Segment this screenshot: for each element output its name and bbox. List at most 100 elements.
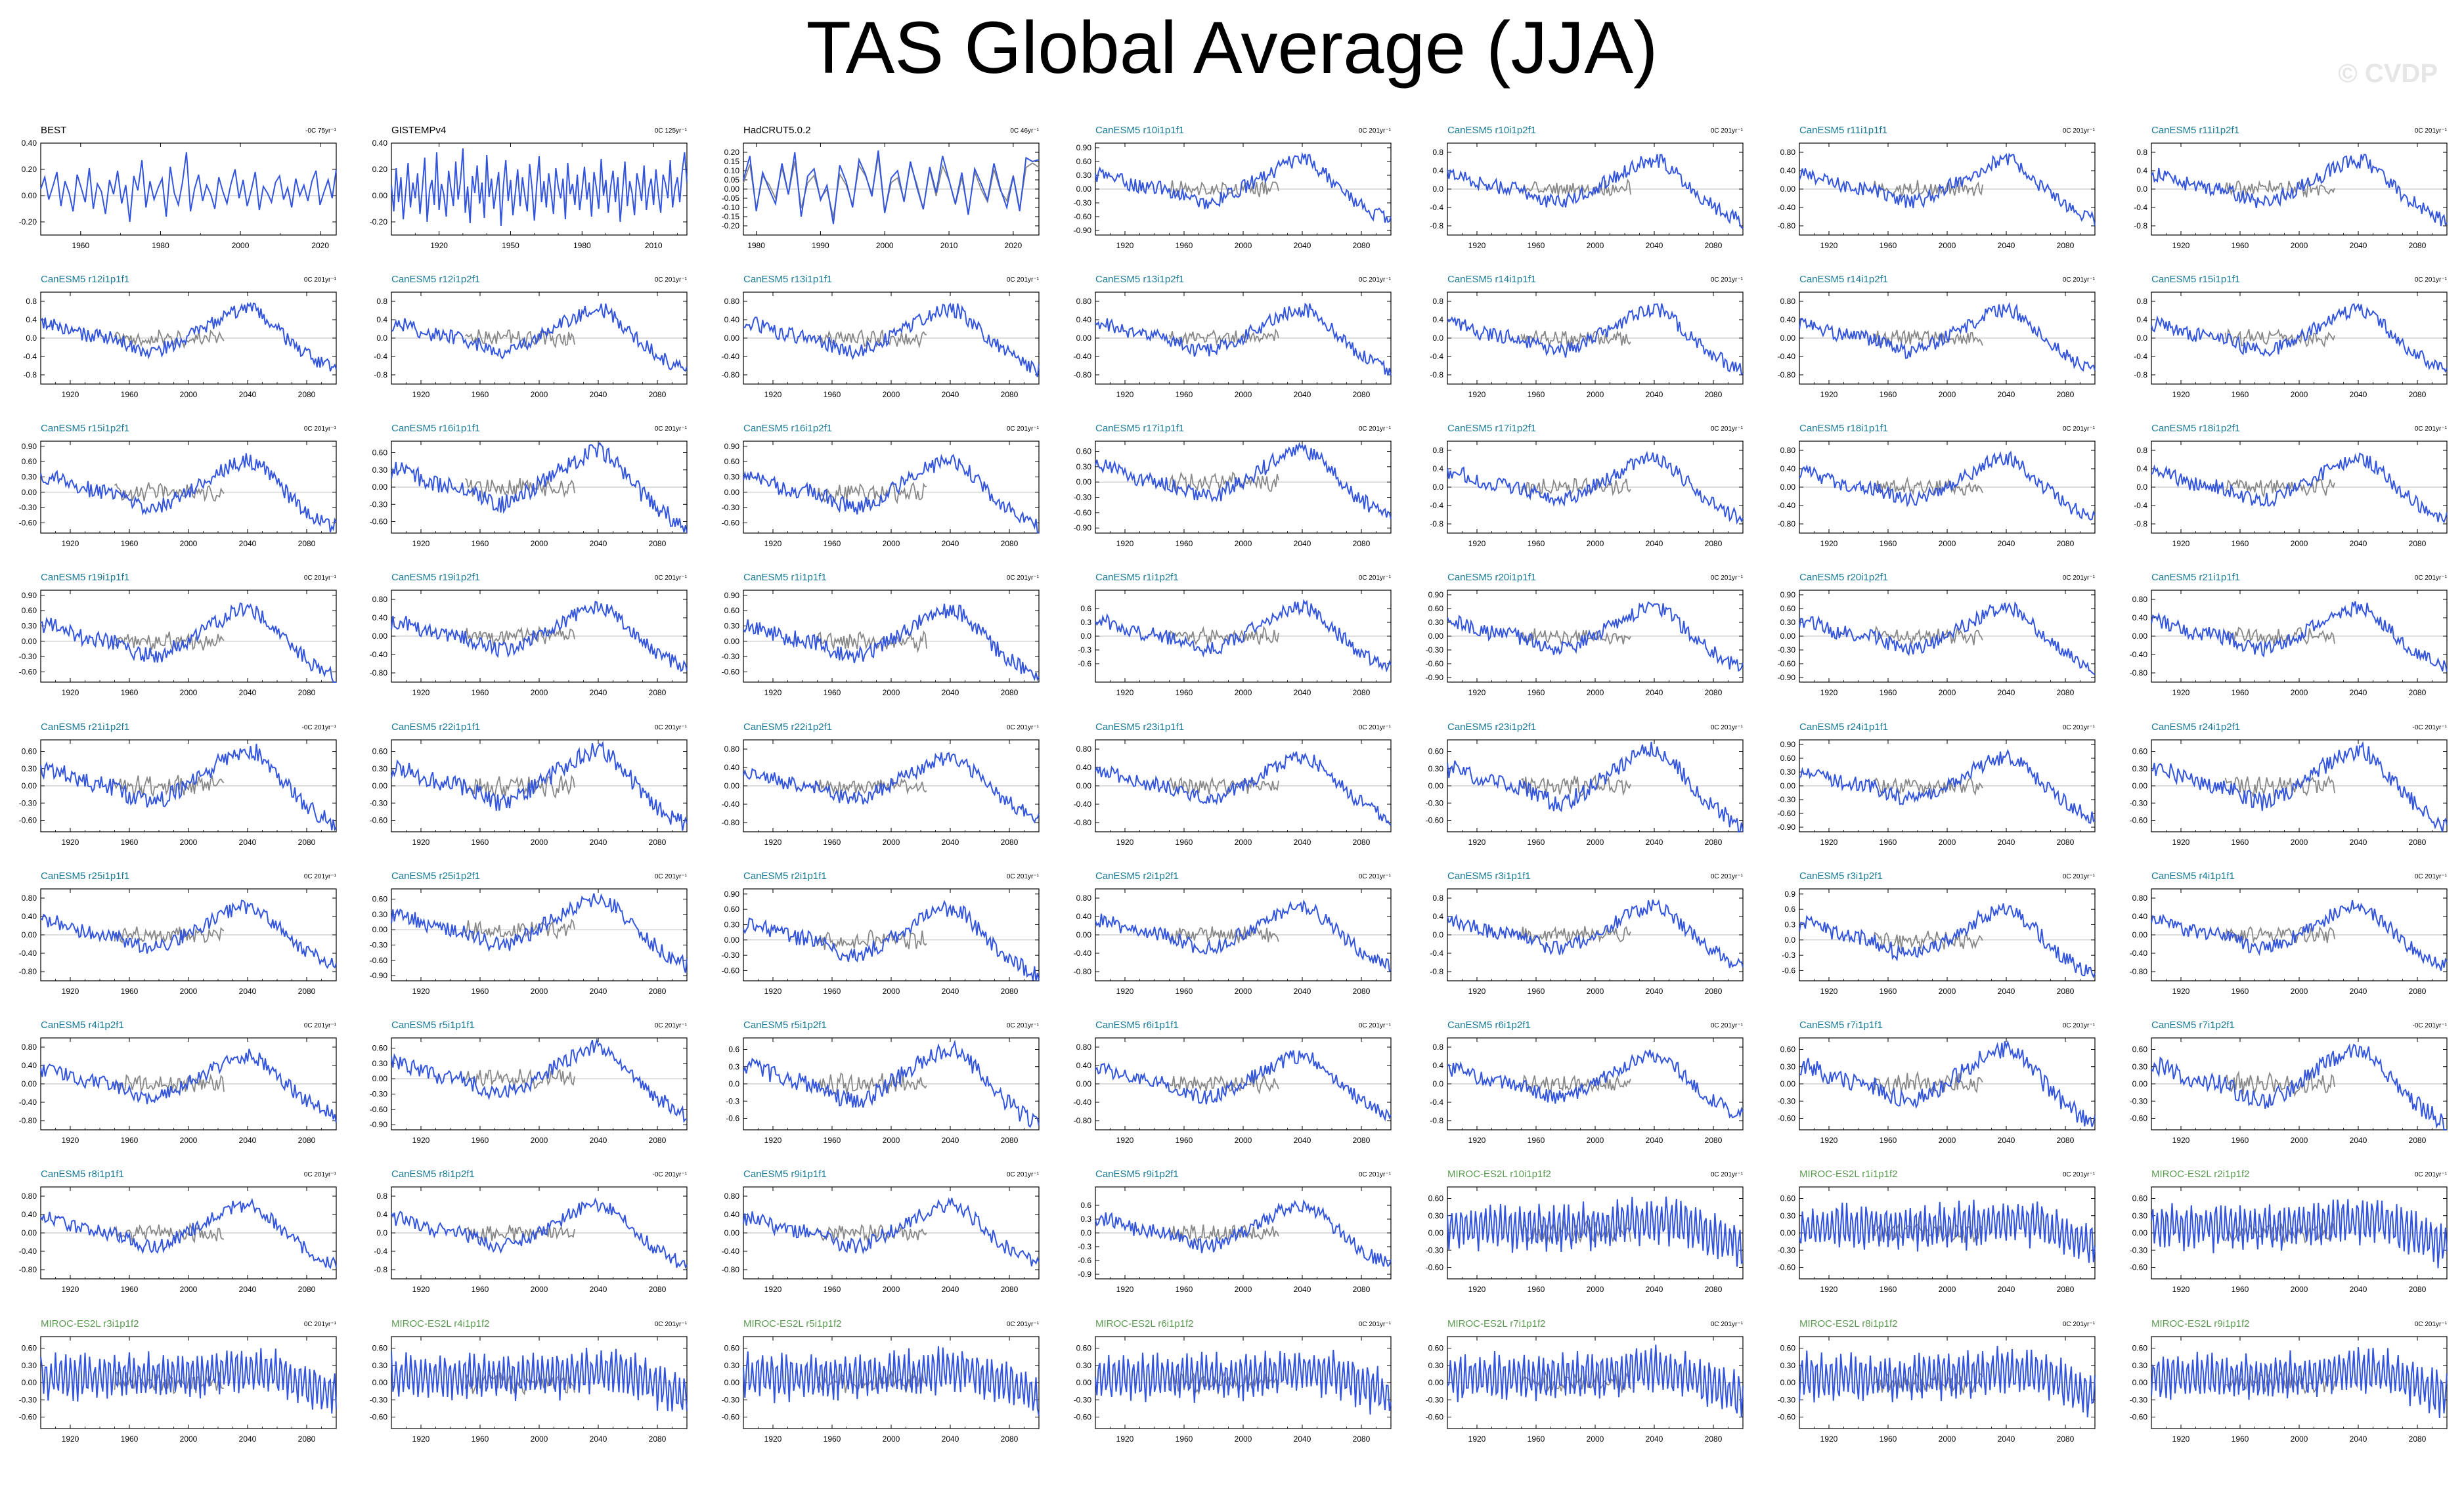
chart-panel: CanESM5 r3i1p1f1 0C 201yr⁻¹ 0.8 0.4 0.0 -0.4 -… [1407, 871, 1759, 1020]
y-tick-label: 0.40 [22, 1061, 37, 1070]
observed-reference-line [1169, 180, 1279, 198]
y-tick-label: 0.90 [724, 591, 740, 600]
page-title: TAS Global Average (JJA) [806, 7, 1658, 89]
x-tick-label: 1920 [1116, 1285, 1134, 1294]
y-tick-label: 0.00 [372, 1378, 388, 1387]
y-tick-label: -0.40 [19, 1098, 37, 1107]
series-line [2151, 1347, 2448, 1418]
x-tick-label: 1960 [472, 1136, 489, 1145]
y-tick-label: 0.90 [1076, 143, 1092, 152]
panel-trend-label: 0C 201yr⁻¹ [1710, 1321, 1743, 1328]
x-tick-label: 1920 [1116, 987, 1134, 996]
y-tick-label: -0.60 [370, 1105, 388, 1114]
y-tick-label: -0.30 [370, 941, 388, 950]
panel-plot: 0.60 0.30 0.00 -0.30 -0.60 -0.90 1920 1960 2000 2… [370, 1037, 688, 1145]
x-tick-label: 2080 [2409, 1434, 2427, 1444]
panel-plot: 0.90 0.60 0.30 0.00 -0.30 -0.60 1920 1960 2000 20… [722, 441, 1040, 548]
y-tick-label: 0.0 [1080, 632, 1091, 641]
panel-title: BEST [41, 125, 67, 136]
panel-trend-label: 0C 201yr⁻¹ [2414, 1171, 2447, 1178]
plot-frame [743, 441, 1040, 534]
x-tick-label: 2040 [942, 1136, 959, 1145]
y-tick-label: -0.40 [722, 800, 740, 809]
x-tick-label: 1960 [2232, 1434, 2249, 1444]
y-tick-label: 0.00 [22, 637, 37, 646]
panel-trend-label: 0C 201yr⁻¹ [1358, 1321, 1391, 1328]
y-tick-label: -0.40 [1074, 1098, 1092, 1107]
y-tick-label: -0.80 [19, 967, 37, 976]
panel-plot: 0.60 0.30 0.00 -0.30 -0.60 1920 1960 2000 2040 20… [1426, 1186, 1744, 1294]
y-tick-label: -0.60 [370, 517, 388, 527]
y-tick-label: 0.40 [724, 315, 740, 324]
chart-panel: CanESM5 r17i1p2f1 0C 201yr⁻¹ 0.8 0.4 0.0 -0.4… [1407, 423, 1759, 572]
panel-plot: 0.80 0.40 0.00 -0.40 -0.80 1920 1960 2000 2040 20… [1074, 739, 1392, 847]
y-tick-label: 0.30 [2132, 1062, 2148, 1071]
x-tick-label: 2080 [1001, 390, 1019, 399]
y-tick-label: 0.60 [724, 606, 740, 615]
panel-title: CanESM5 r1i1p2f1 [1095, 572, 1179, 583]
x-tick-label: 2080 [2057, 390, 2075, 399]
panel-title: CanESM5 r21i1p2f1 [41, 721, 130, 733]
panel-plot: 0.8 0.4 0.0 -0.4 -0.8 1920 1960 2000 2040 2080 [1430, 291, 1744, 399]
panel-trend-label: 0C 201yr⁻¹ [1710, 574, 1743, 582]
y-tick-label: 0.30 [1428, 1211, 1444, 1220]
observed-reference-line [114, 329, 225, 349]
y-tick-label: -0.30 [2130, 1245, 2148, 1255]
x-tick-label: 2040 [1294, 838, 1311, 847]
observed-reference-line [816, 1224, 927, 1243]
y-tick-label: 0.90 [1780, 740, 1796, 749]
panel-trend-label: 0C 201yr⁻¹ [303, 1171, 336, 1178]
x-tick-label: 1960 [472, 1434, 489, 1444]
observed-reference-line [464, 625, 575, 646]
y-tick-label: 0.60 [1428, 604, 1444, 613]
x-tick-label: 2040 [2350, 987, 2367, 996]
x-tick-label: 2000 [180, 688, 198, 697]
y-tick-label: -0.60 [1074, 1413, 1092, 1422]
panel-title: CanESM5 r11i1p1f1 [1799, 125, 1887, 136]
x-tick-label: 2080 [1705, 1434, 1723, 1444]
x-tick-label: 2080 [649, 539, 667, 548]
x-tick-label: 1920 [764, 1285, 782, 1294]
x-tick-label: 2080 [1001, 987, 1019, 996]
y-tick-label: -0.80 [722, 818, 740, 827]
x-tick-label: 1920 [412, 539, 430, 548]
x-tick-label: 1920 [1468, 1434, 1486, 1444]
x-tick-label: 1960 [1176, 838, 1193, 847]
y-tick-label: 0.6 [1784, 905, 1795, 914]
x-tick-label: 2040 [1998, 688, 2015, 697]
x-tick-label: 2000 [1939, 688, 1956, 697]
y-tick-label: -0.60 [722, 1413, 740, 1422]
observed-reference-line [464, 775, 575, 799]
panel-plot: 0.60 0.30 0.00 -0.30 -0.60 1920 1960 2000 2040 20… [1074, 1336, 1392, 1444]
y-tick-label: 0.60 [372, 1044, 388, 1053]
x-tick-label: 1920 [1820, 539, 1838, 548]
series-line [1447, 741, 1744, 832]
x-tick-label: 1960 [824, 1434, 841, 1444]
panel-title: CanESM5 r19i1p2f1 [391, 572, 481, 583]
x-tick-label: 2000 [1587, 1285, 1604, 1294]
y-tick-label: 0.4 [1432, 912, 1443, 921]
y-tick-label: 0.00 [1780, 781, 1796, 790]
panel-trend-label: 0C 201yr⁻¹ [303, 276, 336, 284]
x-tick-label: 2000 [1587, 987, 1604, 996]
x-tick-label: 1920 [1820, 688, 1838, 697]
y-tick-label: 0.3 [1080, 1215, 1091, 1224]
chart-panel: CanESM5 r8i1p1f1 0C 201yr⁻¹ 0.80 0.40 0.00 -0… [0, 1169, 352, 1318]
y-tick-label: 0.90 [22, 442, 37, 451]
y-tick-label: 0.00 [372, 781, 388, 790]
y-tick-label: -0.60 [1778, 809, 1796, 818]
y-tick-label: -0.6 [1782, 966, 1795, 975]
x-tick-label: 2000 [2291, 390, 2308, 399]
y-tick-label: 0.10 [724, 166, 740, 175]
panel-trend-label: 0C 201yr⁻¹ [1358, 1171, 1391, 1178]
x-tick-label: 2080 [1705, 688, 1723, 697]
x-tick-label: 2080 [1705, 1285, 1723, 1294]
y-tick-label: 0.60 [2132, 1194, 2148, 1203]
observed-reference-line [1520, 178, 1631, 197]
y-tick-label: 0.00 [724, 936, 740, 945]
chart-panel: MIROC-ES2L r2i1p1f2 0C 201yr⁻¹ 0.60 0.30 0.0… [2111, 1169, 2463, 1318]
series-line [391, 1197, 688, 1269]
x-tick-label: 1960 [1528, 241, 1545, 250]
chart-panel: CanESM5 r18i1p2f1 0C 201yr⁻¹ 0.8 0.4 0.0 -0.4… [2111, 423, 2463, 572]
y-tick-label: 0.60 [372, 448, 388, 458]
